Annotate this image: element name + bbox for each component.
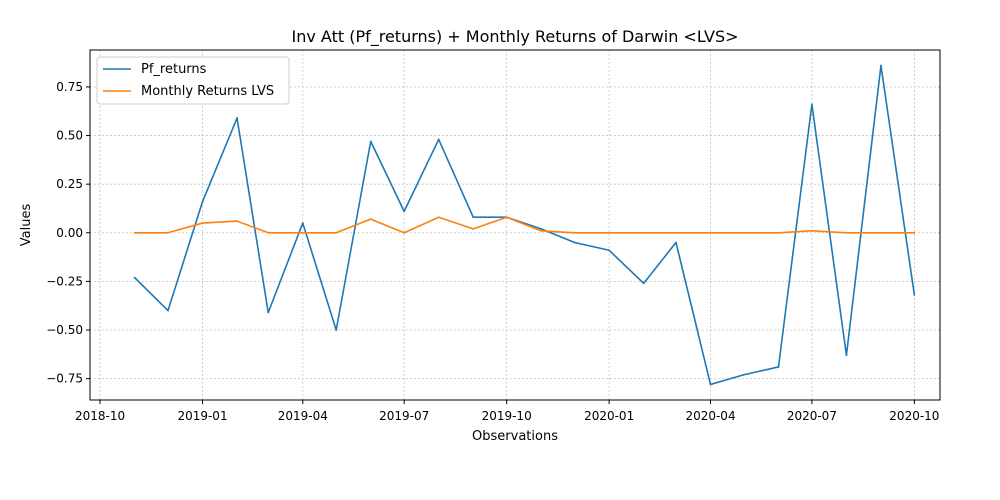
y-tick-label: −0.50 bbox=[46, 323, 83, 337]
data-point-series-0 bbox=[810, 103, 813, 106]
x-axis: 2018-10 2019-01 2019-04 2019-07 2019-10 2020-… bbox=[75, 400, 939, 423]
data-point-series-1 bbox=[201, 222, 204, 224]
x-tick-label: 2020-07 bbox=[787, 409, 837, 423]
data-point-series-1 bbox=[573, 231, 576, 234]
y-tick-label: 0.50 bbox=[56, 129, 83, 143]
x-tick-label: 2019-10 bbox=[482, 409, 532, 423]
data-point-series-0 bbox=[709, 383, 712, 386]
data-point-series-0 bbox=[472, 216, 475, 219]
y-axis: −0.75 −0.50 −0.25 0.00 0.25 0.50 0.75 bbox=[46, 80, 90, 386]
data-point-series-0 bbox=[743, 373, 745, 376]
data-point-series-0 bbox=[608, 249, 611, 252]
data-point-series-0 bbox=[403, 210, 406, 213]
data-point-series-0 bbox=[437, 138, 440, 141]
x-tick-label: 2019-04 bbox=[278, 409, 328, 423]
x-tick-label: 2018-10 bbox=[75, 409, 125, 423]
data-point-series-0 bbox=[777, 366, 780, 368]
data-point-series-1 bbox=[743, 231, 745, 234]
data-point-series-1 bbox=[675, 231, 677, 234]
data-point-series-1 bbox=[403, 231, 406, 234]
data-point-series-1 bbox=[777, 231, 780, 234]
data-point-series-0 bbox=[573, 241, 576, 244]
plot-frame bbox=[89, 49, 941, 401]
data-point-series-1 bbox=[236, 220, 238, 223]
data-point-series-0 bbox=[236, 117, 238, 119]
data-point-series-1 bbox=[335, 231, 338, 234]
x-tick-label: 2020-01 bbox=[584, 409, 634, 423]
x-tick-label: 2020-04 bbox=[685, 409, 735, 423]
data-point-series-0 bbox=[642, 282, 645, 285]
data-point-series-1 bbox=[301, 231, 304, 234]
data-point-series-1 bbox=[267, 231, 270, 234]
data-point-series-1 bbox=[133, 231, 136, 234]
y-tick-label: 0.75 bbox=[56, 80, 83, 94]
data-point-series-1 bbox=[472, 227, 475, 230]
data-point-series-1 bbox=[845, 231, 848, 234]
y-tick-label: −0.25 bbox=[46, 274, 83, 288]
y-axis-label: Values bbox=[19, 204, 34, 247]
data-point-series-1 bbox=[505, 216, 508, 219]
series-line-1 bbox=[134, 216, 915, 234]
data-point-series-0 bbox=[880, 64, 882, 67]
y-tick-label: 0.25 bbox=[56, 177, 83, 191]
legend-label: Monthly Returns LVS bbox=[141, 84, 274, 99]
legend-box bbox=[96, 56, 290, 105]
data-point-series-0 bbox=[540, 227, 543, 230]
data-point-series-0 bbox=[167, 309, 169, 312]
data-point-series-1 bbox=[608, 231, 611, 234]
data-point-series-0 bbox=[913, 294, 916, 296]
data-point-series-1 bbox=[369, 218, 372, 221]
legend-label: Pf_returns bbox=[141, 62, 207, 77]
x-axis-label: Observations bbox=[472, 429, 558, 444]
x-tick-label: 2020-10 bbox=[889, 409, 939, 423]
data-point-series-0 bbox=[369, 140, 372, 143]
data-point-series-0 bbox=[301, 222, 304, 224]
data-point-series-1 bbox=[437, 216, 440, 219]
data-point-series-0 bbox=[267, 311, 270, 314]
data-point-series-1 bbox=[167, 231, 169, 234]
data-point-series-0 bbox=[675, 241, 677, 244]
data-point-series-1 bbox=[540, 229, 543, 232]
data-point-series-0 bbox=[133, 276, 136, 279]
grid bbox=[90, 50, 940, 400]
data-point-series-1 bbox=[642, 231, 645, 234]
data-point-series-1 bbox=[913, 231, 916, 234]
data-point-series-1 bbox=[880, 231, 882, 234]
y-tick-label: −0.75 bbox=[46, 372, 83, 386]
series-line-0 bbox=[133, 64, 916, 386]
data-point-series-0 bbox=[335, 329, 338, 331]
series-layer bbox=[133, 64, 916, 386]
y-tick-label: 0.00 bbox=[56, 226, 83, 240]
data-point-series-1 bbox=[709, 231, 712, 234]
data-point-series-1 bbox=[810, 229, 813, 232]
data-point-series-0 bbox=[201, 200, 204, 203]
data-point-series-0 bbox=[845, 354, 848, 357]
x-tick-label: 2019-01 bbox=[177, 409, 227, 423]
chart-title: Inv Att (Pf_returns) + Monthly Returns o… bbox=[291, 27, 738, 47]
x-tick-label: 2019-07 bbox=[379, 409, 429, 423]
legend: Pf_returns Monthly Returns LVS bbox=[96, 56, 290, 105]
